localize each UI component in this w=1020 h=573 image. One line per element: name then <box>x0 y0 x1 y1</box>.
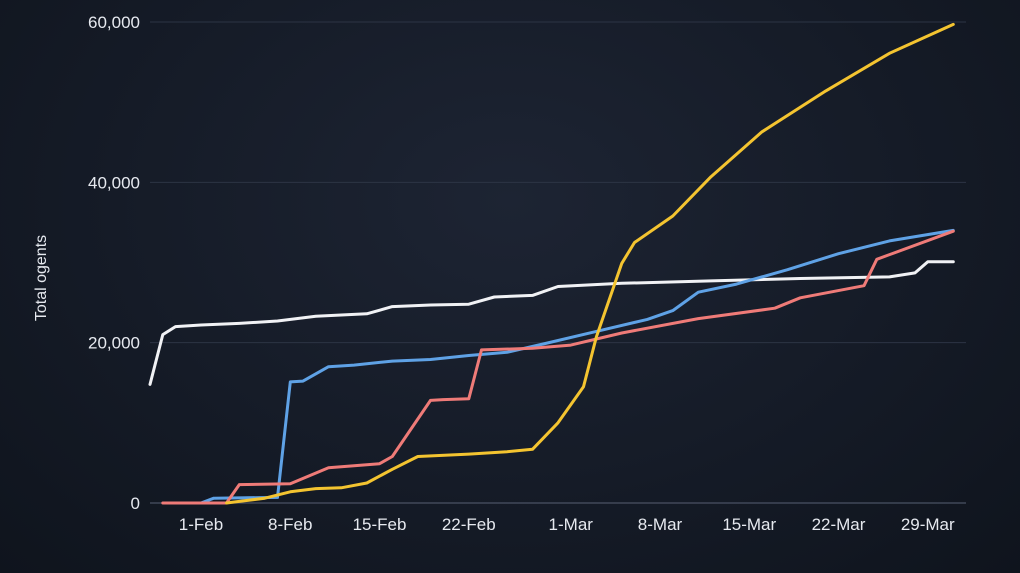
y-tick-label: 60,000 <box>88 13 140 32</box>
series-line-3 <box>161 229 955 505</box>
x-tick-label: 1-Feb <box>179 515 223 534</box>
series-line-1 <box>148 260 955 386</box>
y-axis-title: Total ogents <box>33 235 50 321</box>
x-tick-label: 8-Feb <box>268 515 312 534</box>
y-tick-label: 0 <box>131 494 140 513</box>
x-axis-ticks: 1-Feb 8-Feb 15-Feb 22-Feb 1-Mar 8-Mar 15-Mar 22… <box>179 515 955 534</box>
x-tick-label: 1-Mar <box>549 515 594 534</box>
x-tick-label: 15-Mar <box>722 515 776 534</box>
x-tick-label: 29-Mar <box>901 515 955 534</box>
grid <box>150 21 966 504</box>
x-tick-label: 8-Mar <box>638 515 683 534</box>
y-tick-label: 20,000 <box>88 334 140 353</box>
series-lines <box>148 22 955 505</box>
x-tick-label: 15-Feb <box>353 515 407 534</box>
y-tick-label: 40,000 <box>88 173 140 192</box>
series-line-2 <box>174 228 955 505</box>
series-line-4 <box>225 22 955 505</box>
x-tick-label: 22-Feb <box>442 515 496 534</box>
y-axis-ticks: 0 20,000 40,000 60,000 <box>88 13 140 513</box>
x-tick-label: 22-Mar <box>812 515 866 534</box>
